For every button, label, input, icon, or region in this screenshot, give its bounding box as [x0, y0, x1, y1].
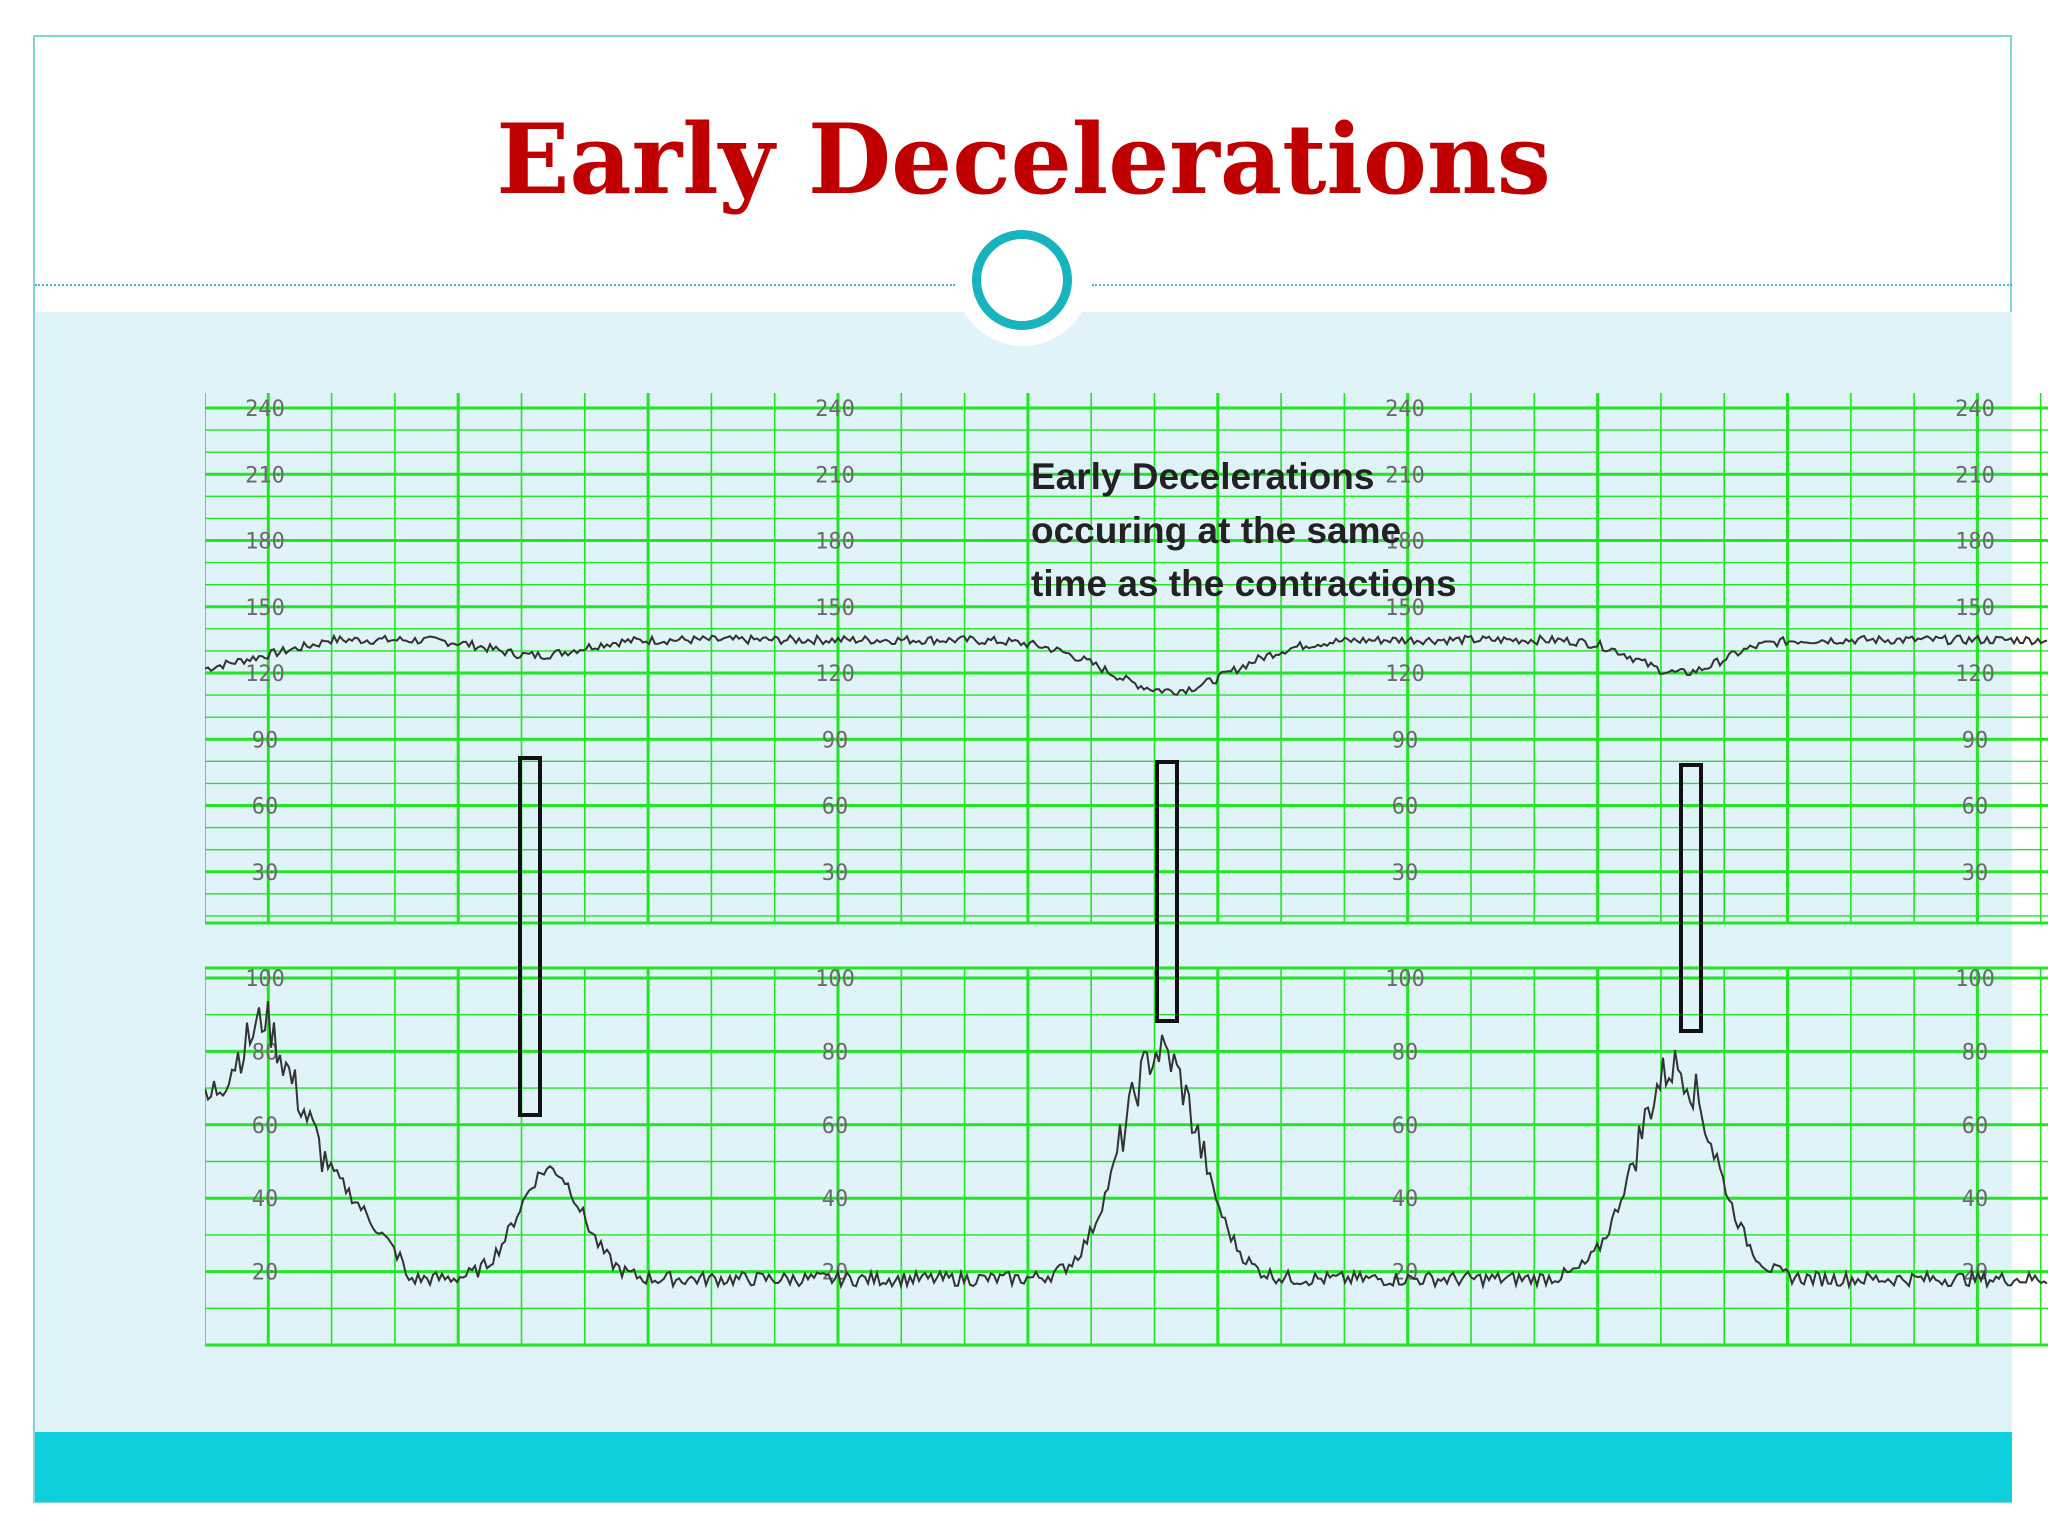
fhr-scale-label: 210	[245, 463, 285, 488]
uc-scale-label: 100	[1955, 967, 1995, 992]
uc-scale-label: 40	[822, 1187, 849, 1212]
uc-scale-label: 40	[1392, 1187, 1419, 1212]
annotation-line-3: time as the contractions	[1031, 563, 1457, 604]
uc-scale-label: 60	[1962, 1114, 1989, 1139]
ring-emblem-icon	[972, 230, 1072, 330]
uc-scale-label: 60	[252, 1114, 279, 1139]
fhr-scale-label: 120	[1385, 662, 1425, 687]
fetal-heart-rate-trace	[205, 633, 2048, 696]
fhr-scale-label: 60	[1962, 795, 1989, 820]
uc-scale-label: 80	[252, 1040, 279, 1065]
title-divider-left	[35, 284, 955, 286]
uc-scale-label: 100	[245, 967, 285, 992]
fhr-scale-label: 30	[822, 861, 849, 886]
fhr-scale-label: 90	[252, 728, 279, 753]
fhr-scale-label: 150	[245, 596, 285, 621]
ctg-tracing: 240 210 180 150 120 90 60 30 100 80 60 40 20 240 210 18…	[205, 393, 2048, 1347]
fhr-scale-label: 90	[1962, 728, 1989, 753]
fhr-scale-label: 240	[1955, 397, 1995, 422]
deceleration-marker-1	[518, 756, 542, 1117]
fhr-scale-label: 60	[822, 795, 849, 820]
contraction-trace	[205, 1001, 2048, 1290]
title-divider-right	[1092, 284, 2012, 286]
uc-scale-label: 100	[1385, 967, 1425, 992]
uc-scale-label: 40	[1962, 1187, 1989, 1212]
fhr-scale-label: 240	[815, 397, 855, 422]
annotation-line-2: occuring at the same	[1031, 510, 1401, 551]
fhr-scale-label: 180	[1955, 530, 1995, 555]
fhr-scale-label: 180	[1385, 530, 1425, 555]
fhr-scale-label: 30	[1392, 861, 1419, 886]
scale-labels: 240 210 180 150 120 90 60 30 100 80 60 40 20 240 210 18…	[245, 397, 1995, 1286]
fhr-scale-label: 30	[1962, 861, 1989, 886]
uc-scale-label: 20	[822, 1261, 849, 1286]
fhr-scale-label: 180	[815, 530, 855, 555]
uc-scale-label: 80	[1392, 1040, 1419, 1065]
strip-grid	[205, 393, 2048, 1347]
fhr-scale-label: 60	[252, 795, 279, 820]
fhr-scale-label: 90	[822, 728, 849, 753]
uc-scale-label: 20	[252, 1261, 279, 1286]
fhr-scale-label: 120	[815, 662, 855, 687]
fhr-scale-label: 120	[1955, 662, 1995, 687]
annotation-line-1: Early Decelerations	[1031, 456, 1374, 497]
deceleration-marker-2	[1155, 760, 1179, 1023]
uc-scale-label: 60	[822, 1114, 849, 1139]
deceleration-marker-3	[1679, 763, 1703, 1033]
uc-scale-label: 100	[815, 967, 855, 992]
fhr-scale-label: 180	[245, 530, 285, 555]
fhr-scale-label: 120	[245, 662, 285, 687]
deceleration-markers	[518, 756, 1703, 1117]
fhr-scale-label: 210	[815, 463, 855, 488]
uc-scale-label: 80	[822, 1040, 849, 1065]
fhr-scale-label: 150	[1385, 596, 1425, 621]
slide-title: Early Decelerations	[496, 103, 1551, 216]
uc-scale-label: 60	[1392, 1114, 1419, 1139]
fhr-scale-label: 240	[245, 397, 285, 422]
fhr-scale-label: 210	[1385, 463, 1425, 488]
fhr-scale-label: 240	[1385, 397, 1425, 422]
footer-band	[35, 1432, 2012, 1502]
fhr-scale-label: 60	[1392, 795, 1419, 820]
fetal-monitor-strip: 240 210 180 150 120 90 60 30 100 80 60 40 20 240 210 18…	[205, 393, 2048, 1348]
uc-scale-label: 40	[252, 1187, 279, 1212]
fhr-scale-label: 210	[1955, 463, 1995, 488]
fhr-scale-label: 150	[815, 596, 855, 621]
fhr-scale-label: 30	[252, 861, 279, 886]
fhr-scale-label: 90	[1392, 728, 1419, 753]
fhr-scale-label: 150	[1955, 596, 1995, 621]
uc-scale-label: 80	[1962, 1040, 1989, 1065]
